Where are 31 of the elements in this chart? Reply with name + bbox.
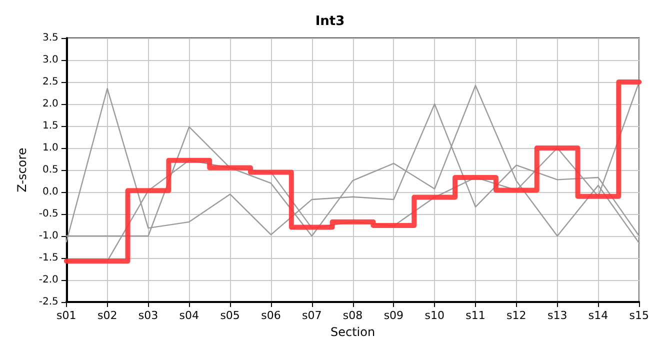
y-tick-label: -0.5 — [38, 208, 58, 220]
x-tick-label: s06 — [261, 309, 281, 322]
y-tick-label: 1.5 — [42, 120, 58, 132]
x-tick-label: s05 — [220, 309, 240, 322]
y-tick-label: 3.5 — [42, 32, 58, 44]
x-tick-label: s10 — [424, 309, 444, 322]
chart-title: Int3 — [315, 14, 345, 29]
x-tick-label: s07 — [302, 309, 322, 322]
y-axis-title: Z-score — [15, 148, 29, 192]
x-tick-label: s03 — [138, 309, 158, 322]
x-tick-label: s04 — [179, 309, 200, 322]
x-tick-label: s11 — [466, 309, 486, 322]
y-tick-label: -2.0 — [38, 274, 58, 286]
y-tick-label: 2.5 — [42, 76, 58, 88]
x-tick-label: s01 — [56, 309, 76, 322]
x-tick-label: s13 — [547, 309, 568, 322]
y-tick-label: 3.0 — [42, 54, 58, 66]
x-tick-label: s12 — [506, 309, 526, 322]
y-tick-label: 0.5 — [42, 164, 58, 176]
x-axis-title: Section — [330, 324, 376, 339]
y-tick-label: 2.0 — [42, 98, 58, 110]
y-tick-label: 1.0 — [42, 142, 58, 154]
x-tick-label: s14 — [588, 309, 608, 322]
y-tick-label: 0.0 — [42, 186, 58, 198]
y-tick-label: -1.0 — [38, 230, 58, 242]
x-tick-label: s15 — [629, 309, 650, 322]
y-tick-label: -1.5 — [38, 252, 58, 264]
x-tick-label: s08 — [342, 309, 363, 322]
x-tick-label: s09 — [384, 309, 404, 322]
x-tick-label: s02 — [97, 309, 118, 322]
y-tick-label: -2.5 — [38, 296, 58, 308]
